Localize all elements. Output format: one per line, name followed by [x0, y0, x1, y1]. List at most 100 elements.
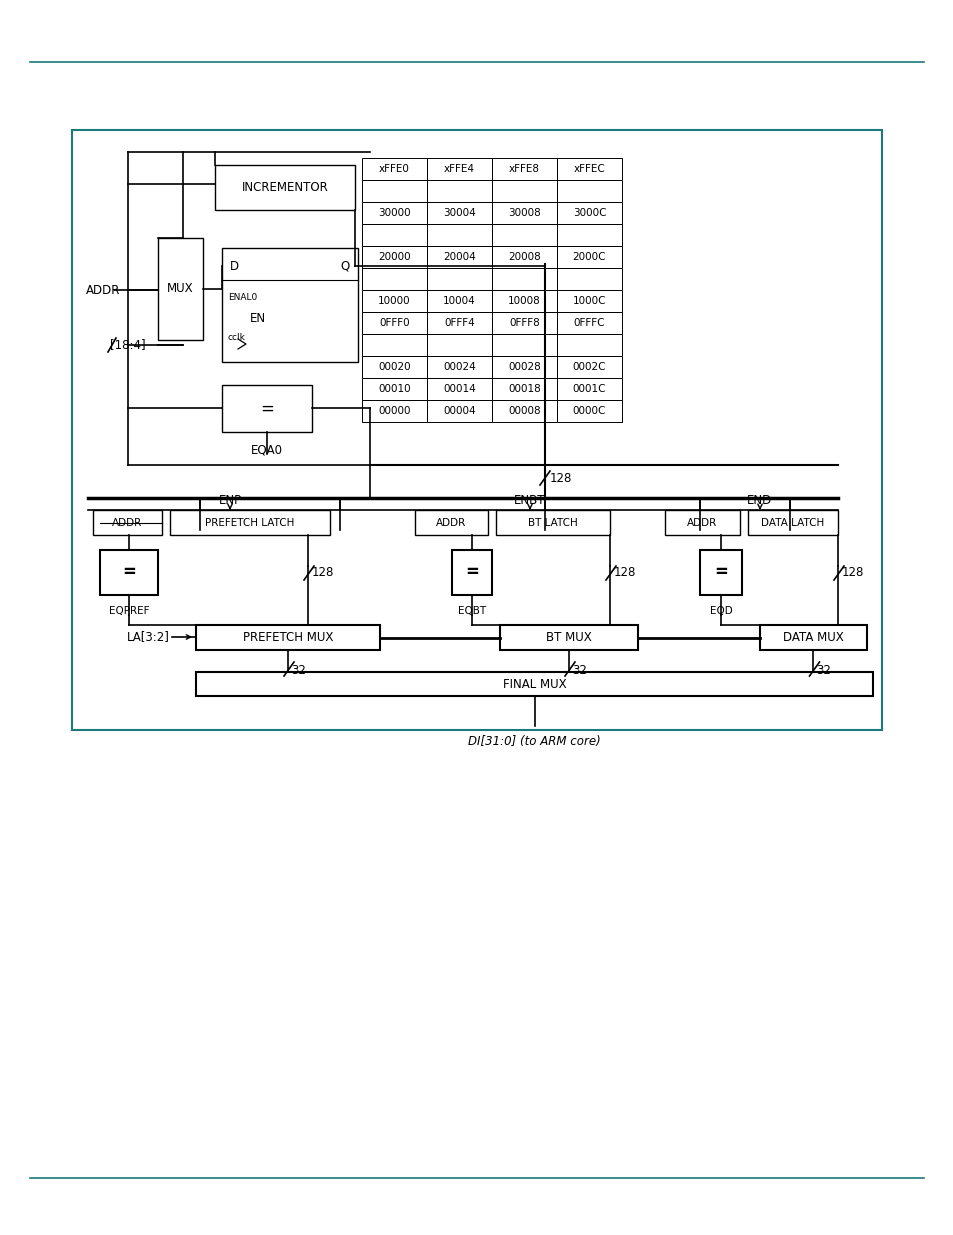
Text: 1000C: 1000C — [572, 296, 605, 306]
Text: LA[3:2]: LA[3:2] — [127, 631, 170, 643]
Text: 00018: 00018 — [508, 384, 540, 394]
Bar — [92, 510, 162, 535]
Text: =: = — [122, 563, 135, 582]
Text: BT MUX: BT MUX — [545, 631, 591, 643]
Bar — [664, 510, 740, 535]
Text: 32: 32 — [291, 663, 306, 677]
Bar — [557, 333, 621, 356]
Text: [18:4]: [18:4] — [110, 338, 146, 352]
Text: EN: EN — [250, 311, 266, 325]
Text: 0FFF8: 0FFF8 — [509, 317, 539, 329]
Bar — [100, 550, 158, 595]
Bar — [557, 356, 621, 378]
Bar — [492, 224, 557, 246]
Text: PREFETCH MUX: PREFETCH MUX — [243, 631, 333, 643]
Text: 0002C: 0002C — [572, 362, 605, 372]
Text: ADDR: ADDR — [112, 517, 143, 527]
Bar — [492, 312, 557, 333]
Bar — [71, 130, 882, 730]
Text: 00008: 00008 — [508, 406, 540, 416]
Text: ADDR: ADDR — [687, 517, 717, 527]
Bar — [427, 400, 492, 422]
Text: 0FFFC: 0FFFC — [573, 317, 604, 329]
Bar — [361, 356, 427, 378]
Bar — [361, 312, 427, 333]
Bar — [170, 510, 330, 535]
Bar — [557, 268, 621, 290]
Bar — [499, 625, 638, 650]
Text: 32: 32 — [572, 663, 586, 677]
Bar — [361, 333, 427, 356]
Text: ENAL0: ENAL0 — [228, 294, 257, 303]
Text: 00028: 00028 — [508, 362, 540, 372]
Text: EQD: EQD — [709, 606, 732, 616]
Text: 3000C: 3000C — [572, 207, 605, 219]
Bar — [492, 180, 557, 203]
Bar — [361, 246, 427, 268]
Bar — [557, 378, 621, 400]
Text: ENBT: ENBT — [514, 494, 545, 506]
Bar — [214, 165, 355, 210]
Bar — [557, 203, 621, 224]
Text: FINAL MUX: FINAL MUX — [502, 678, 566, 690]
Text: 00004: 00004 — [443, 406, 476, 416]
Text: 10004: 10004 — [442, 296, 476, 306]
Text: cclk: cclk — [228, 333, 246, 342]
Bar — [492, 400, 557, 422]
Bar — [557, 180, 621, 203]
Bar — [427, 246, 492, 268]
Bar — [415, 510, 488, 535]
Text: =: = — [464, 563, 478, 582]
Bar — [361, 203, 427, 224]
Bar — [557, 246, 621, 268]
Bar — [361, 378, 427, 400]
Bar — [427, 268, 492, 290]
Bar — [557, 312, 621, 333]
Text: EQA0: EQA0 — [251, 443, 283, 457]
Text: DATA LATCH: DATA LATCH — [760, 517, 823, 527]
Text: ADDR: ADDR — [86, 284, 120, 296]
Text: 128: 128 — [614, 567, 636, 579]
Text: DI[31:0] (to ARM core): DI[31:0] (to ARM core) — [468, 735, 600, 747]
Bar — [361, 290, 427, 312]
Bar — [492, 203, 557, 224]
Text: =: = — [260, 399, 274, 417]
Text: 30000: 30000 — [377, 207, 411, 219]
Bar — [361, 180, 427, 203]
Bar — [496, 510, 609, 535]
Text: 128: 128 — [841, 567, 863, 579]
Text: BT LATCH: BT LATCH — [528, 517, 578, 527]
Text: 00010: 00010 — [377, 384, 411, 394]
Text: xFFE4: xFFE4 — [443, 164, 475, 174]
Bar — [427, 356, 492, 378]
Bar — [427, 312, 492, 333]
Text: xFFE0: xFFE0 — [378, 164, 410, 174]
Text: 0FFF4: 0FFF4 — [444, 317, 475, 329]
Text: EQBT: EQBT — [457, 606, 485, 616]
Bar — [557, 224, 621, 246]
Text: 128: 128 — [550, 472, 572, 484]
Bar — [492, 290, 557, 312]
Bar — [557, 158, 621, 180]
Bar — [222, 248, 357, 362]
Bar — [492, 268, 557, 290]
Text: 00020: 00020 — [377, 362, 411, 372]
Text: 0FFF0: 0FFF0 — [378, 317, 410, 329]
Bar — [557, 400, 621, 422]
Text: 128: 128 — [312, 567, 334, 579]
Bar — [492, 356, 557, 378]
Text: =: = — [713, 563, 727, 582]
Bar — [195, 672, 873, 697]
Text: 10008: 10008 — [508, 296, 540, 306]
Text: 10000: 10000 — [377, 296, 411, 306]
Text: EQPREF: EQPREF — [109, 606, 149, 616]
Text: 20000: 20000 — [377, 252, 411, 262]
Text: 0001C: 0001C — [572, 384, 605, 394]
Bar — [427, 333, 492, 356]
Bar — [557, 290, 621, 312]
Text: 00000: 00000 — [377, 406, 411, 416]
Bar — [158, 238, 203, 340]
Text: 20008: 20008 — [508, 252, 540, 262]
Text: 00024: 00024 — [442, 362, 476, 372]
Bar — [492, 378, 557, 400]
